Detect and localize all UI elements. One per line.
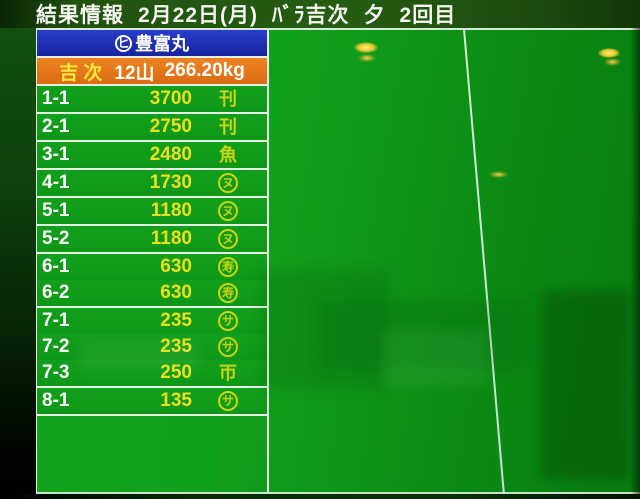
- species-name: 吉 次: [59, 62, 103, 84]
- price-value: 135: [160, 390, 192, 411]
- buyer-mark-icon: 寿: [218, 283, 238, 303]
- result-group: 4-1 1730 ヌ: [37, 170, 267, 198]
- screen-reflection: [380, 330, 490, 385]
- table-row: 4-1 1730 ヌ: [37, 170, 267, 196]
- result-group: 7-1 235 サ 7-2 235 サ 7-3 250 帀: [37, 308, 267, 388]
- table-row: 5-1 1180 ヌ: [37, 198, 267, 224]
- light-reflection: [358, 54, 376, 62]
- lot-header-box: 吉 次 12山 266.20kg: [37, 58, 267, 86]
- item-label: ﾊﾞﾗ吉次: [272, 4, 350, 27]
- price-value: 235: [160, 336, 192, 357]
- buyer-mark-icon: ヌ: [218, 201, 238, 221]
- light-reflection: [598, 48, 620, 58]
- light-reflection: [354, 42, 378, 53]
- table-row: 8-1 135 サ: [37, 388, 267, 414]
- lot-number: 5-2: [42, 228, 70, 249]
- light-reflection: [489, 171, 508, 178]
- price-value: 235: [160, 310, 192, 331]
- price-value: 3700: [149, 88, 192, 109]
- lot-number: 6-2: [42, 282, 70, 303]
- buyer-mark-icon: サ: [218, 391, 238, 411]
- buyer-mark-icon: 刊: [219, 117, 237, 137]
- lot-number: 8-1: [42, 390, 70, 411]
- panel-divider-line: [463, 28, 505, 496]
- buyer-mark-icon: 帀: [219, 363, 237, 383]
- right-edge-shadow: [630, 28, 640, 499]
- lot-number: 7-1: [42, 310, 70, 331]
- lot-number: 7-2: [42, 336, 70, 357]
- buyer-mark-icon: 刊: [219, 89, 237, 109]
- price-value: 2750: [149, 116, 192, 137]
- lot-number: 5-1: [42, 200, 70, 221]
- buyer-mark-icon: ヌ: [218, 229, 238, 249]
- table-row: 6-1 630 寿: [37, 254, 267, 280]
- lot-number: 3-1: [42, 144, 70, 165]
- price-value: 1180: [150, 228, 192, 249]
- price-value: 250: [160, 362, 192, 383]
- result-group: 1-1 3700 刊: [37, 86, 267, 114]
- table-row: 7-1 235 サ: [37, 308, 267, 334]
- buyer-mark-icon: 寿: [218, 257, 238, 277]
- result-group: 3-1 2480 魚: [37, 142, 267, 170]
- price-value: 1730: [149, 172, 192, 193]
- session-label: 夕: [363, 4, 386, 27]
- buyer-mark-icon: サ: [218, 337, 238, 357]
- buyer-mark-icon: 魚: [219, 145, 237, 165]
- light-reflection: [604, 58, 621, 66]
- lot-weight: 266.20kg: [164, 60, 245, 81]
- table-row: 1-1 3700 刊: [37, 86, 267, 112]
- lot-number: 7-3: [42, 362, 70, 383]
- left-edge-shadow: [0, 28, 36, 499]
- result-group: 5-2 1180 ヌ: [37, 226, 267, 254]
- buyer-mark-icon: ヌ: [218, 173, 238, 193]
- lot-number: 1-1: [42, 88, 70, 109]
- screen-reflection: [540, 290, 630, 480]
- screen-reflection: [260, 270, 390, 390]
- vessel-mark-icon: ヒ: [115, 34, 132, 52]
- table-row: 7-2 235 サ: [37, 334, 267, 360]
- result-group: 8-1 135 サ: [37, 388, 267, 416]
- lot-header-row: 吉 次 12山 266.20kg: [37, 58, 267, 84]
- table-row: 6-2 630 寿: [37, 280, 267, 306]
- lot-number: 4-1: [42, 172, 70, 193]
- vessel-header-row: ヒ 豊富丸: [37, 30, 267, 56]
- vessel-name: 豊富丸: [135, 34, 189, 54]
- bottom-edge-shadow: [0, 494, 640, 499]
- results-column: ヒ 豊富丸 吉 次 12山 266.20kg 1-1 3700 刊 2-1 27…: [35, 30, 269, 492]
- table-row: 5-2 1180 ヌ: [37, 226, 267, 252]
- bottom-border-line: [35, 492, 640, 494]
- header-divider-line: [0, 28, 640, 30]
- table-row: 2-1 2750 刊: [37, 114, 267, 140]
- table-row: 7-3 250 帀: [37, 360, 267, 386]
- lot-count: 12山: [114, 62, 155, 84]
- title-bar: 結果情報 2月22日(月) ﾊﾞﾗ吉次 夕 2回目: [0, 0, 640, 28]
- round-label: 2回目: [399, 4, 457, 27]
- result-group: 2-1 2750 刊: [37, 114, 267, 142]
- page-title: 結果情報: [36, 4, 124, 27]
- result-group: 5-1 1180 ヌ: [37, 198, 267, 226]
- result-group: 6-1 630 寿 6-2 630 寿: [37, 254, 267, 308]
- screen-reflection: [320, 300, 530, 370]
- price-value: 630: [160, 282, 192, 303]
- lot-number: 2-1: [42, 116, 70, 137]
- table-row: 3-1 2480 魚: [37, 142, 267, 168]
- price-value: 1180: [150, 200, 192, 221]
- date-label: 2月22日(月): [138, 4, 259, 27]
- price-value: 2480: [149, 144, 192, 165]
- lot-number: 6-1: [42, 256, 70, 277]
- price-value: 630: [160, 256, 192, 277]
- vessel-header-box: ヒ 豊富丸: [37, 30, 267, 58]
- buyer-mark-icon: サ: [218, 311, 238, 331]
